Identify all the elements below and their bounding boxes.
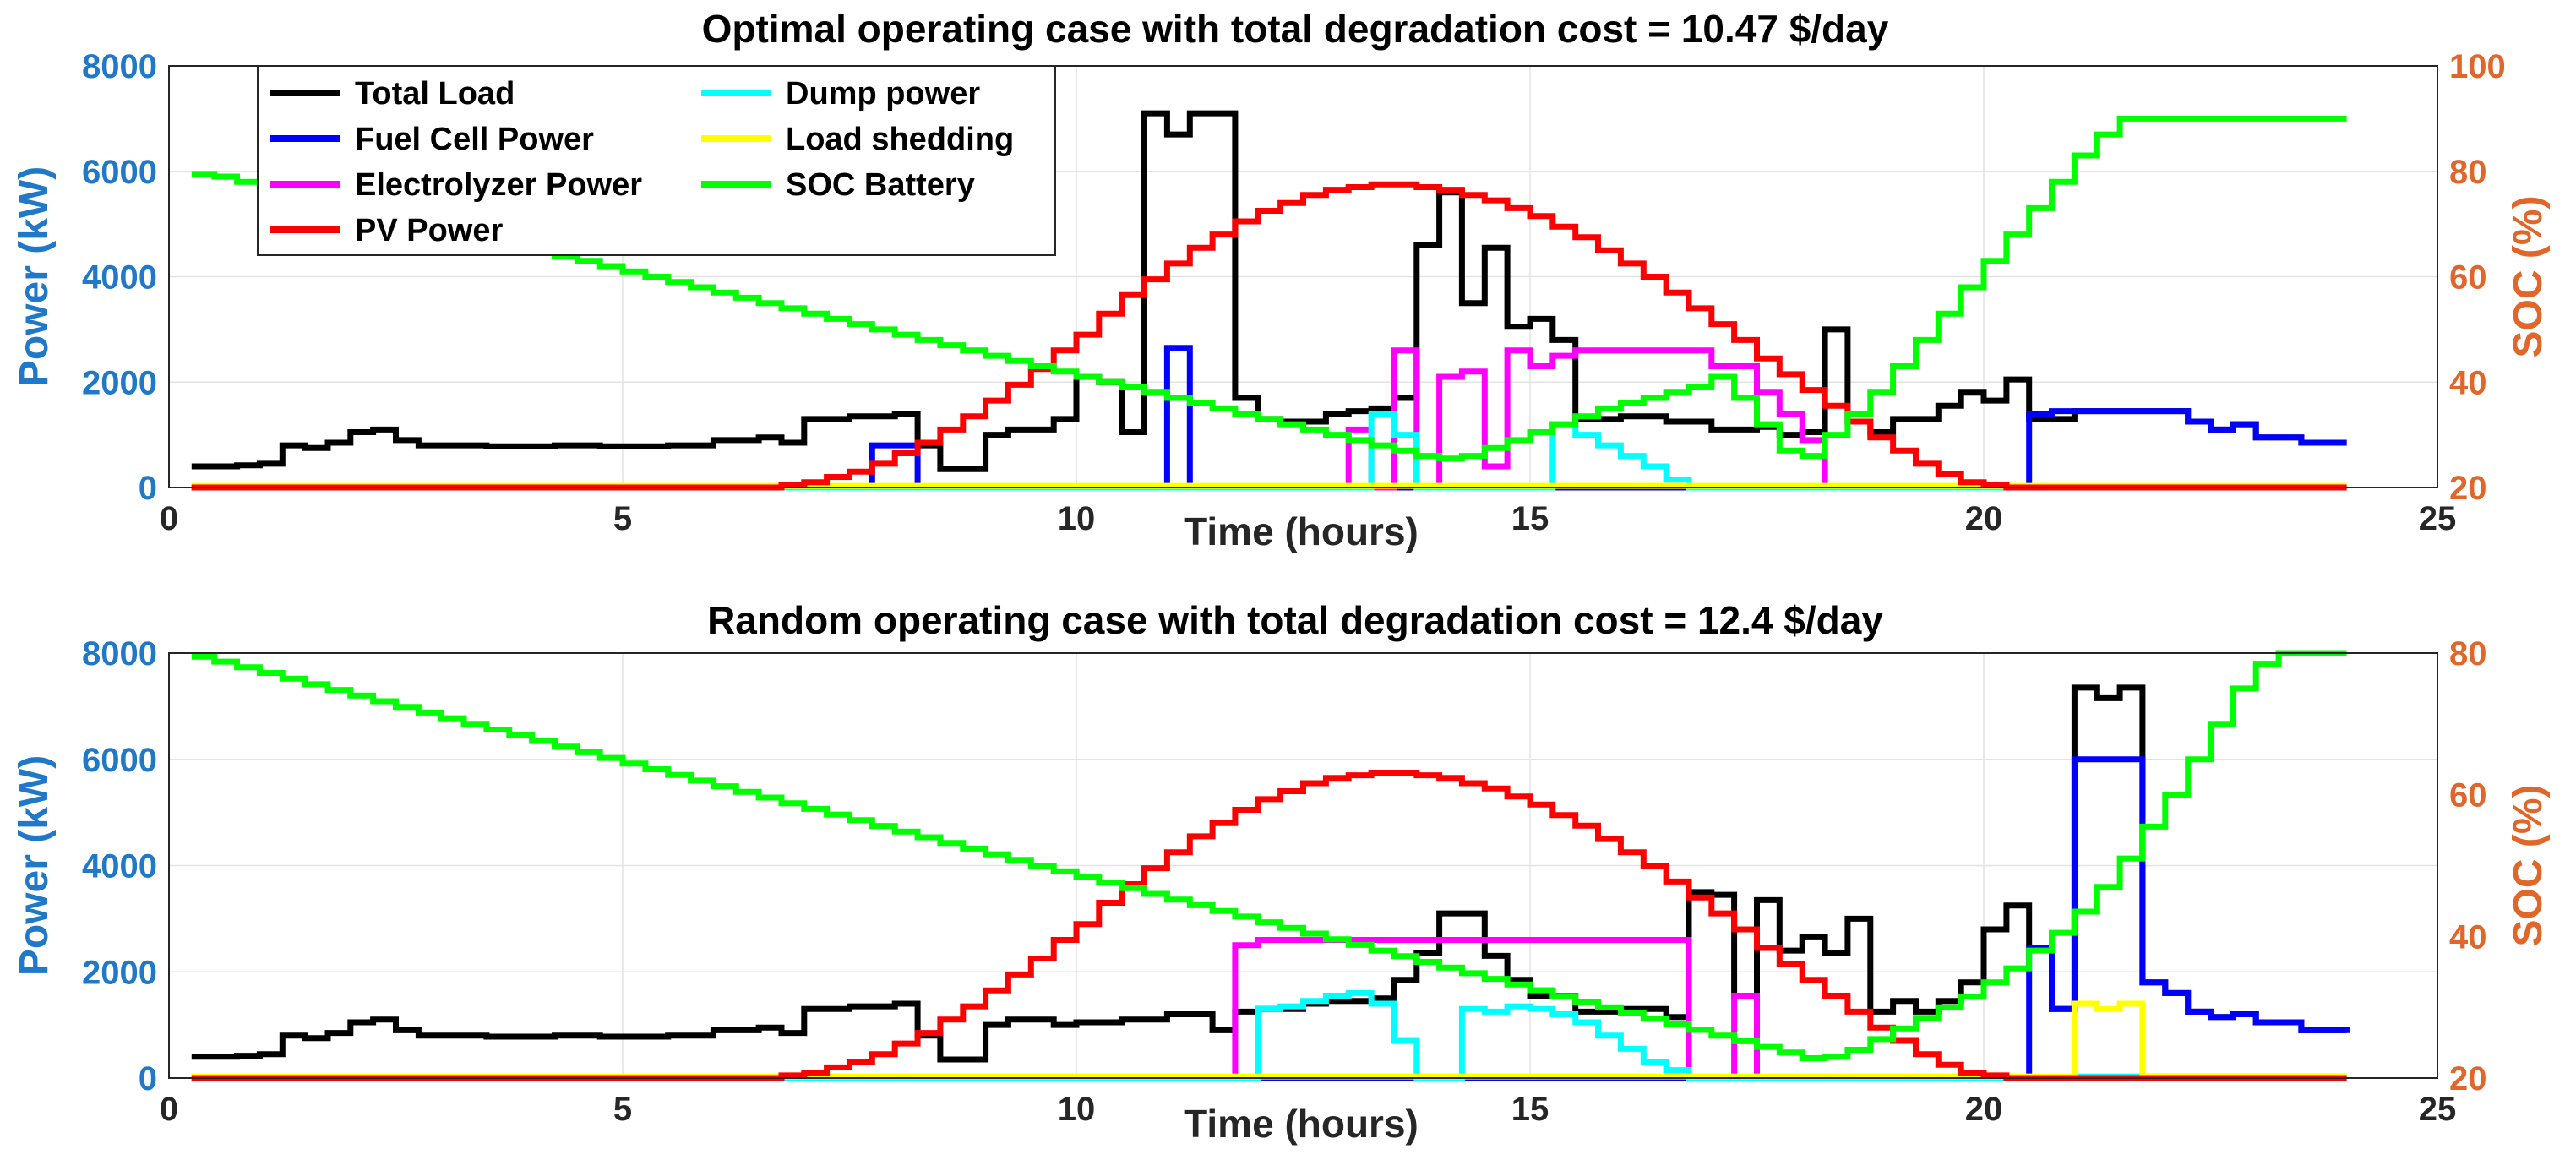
series-total-load (191, 110, 2347, 472)
plot-frame (168, 652, 2438, 1079)
x-tick-label: 25 (2419, 1091, 2457, 1128)
legend-label-soc-battery: SOC Battery (786, 167, 975, 203)
y-axis-label-right: SOC (%) (2506, 785, 2551, 947)
chart-title: Optimal operating case with total degrad… (702, 7, 1889, 51)
y-tick-label-right: 40 (2449, 364, 2487, 401)
chart-optimal-case: Optimal operating case with total degrad… (12, 7, 2551, 553)
x-tick-label: 15 (1511, 1091, 1549, 1128)
legend-label-pv-power: PV Power (355, 213, 503, 248)
x-tick-label: 5 (613, 1091, 632, 1128)
y-tick-label-right: 80 (2449, 154, 2487, 191)
y-tick-label-right: 60 (2449, 259, 2487, 297)
series-total-load (191, 684, 2350, 1063)
legend-box (257, 65, 1056, 256)
legend-label-load-shedding: Load shedding (786, 122, 1014, 157)
x-tick-label: 20 (1965, 1091, 2003, 1128)
chart-title: Random operating case with total degrada… (707, 598, 1883, 642)
x-axis-label: Time (hours) (1184, 509, 1419, 553)
y-axis-label-right: SOC (%) (2506, 196, 2551, 358)
legend-label-total-load: Total Load (355, 76, 515, 112)
y-tick-label-left: 6000 (82, 154, 157, 191)
y-tick-label-left: 2000 (82, 364, 157, 401)
x-tick-label: 5 (613, 500, 632, 537)
x-tick-label: 20 (1965, 500, 2003, 537)
series-dump-power (191, 989, 2347, 1081)
x-tick-label: 0 (160, 500, 178, 537)
y-axis-label-left: Power (kW) (12, 166, 57, 387)
legend-label-dump-power: Dump power (786, 76, 980, 112)
y-tick-label-left: 8000 (82, 635, 157, 673)
series-soc-battery (191, 650, 2347, 1061)
y-tick-label-right: 60 (2449, 777, 2487, 814)
series-fuel-cell-power (191, 756, 2350, 1081)
y-axis-label-left: Power (kW) (12, 755, 57, 976)
series-load-shedding (191, 1000, 2347, 1080)
x-tick-label: 25 (2419, 500, 2457, 537)
legend-label-electrolyzer-power: Electrolyzer Power (355, 167, 642, 203)
series-pv-power (191, 770, 2347, 1081)
y-tick-label-left: 0 (139, 470, 157, 507)
y-tick-label-right: 40 (2449, 918, 2487, 956)
series-dump-power (191, 411, 2347, 491)
plot-frame (168, 65, 2438, 488)
grid (169, 653, 2437, 1078)
y-tick-label-right: 20 (2449, 1060, 2487, 1097)
y-tick-label-right: 100 (2449, 48, 2506, 85)
x-tick-label: 10 (1058, 500, 1096, 537)
x-axis-label: Time (hours) (1184, 1102, 1419, 1146)
y-tick-label-right: 80 (2449, 635, 2487, 673)
y-tick-label-right: 20 (2449, 470, 2487, 507)
series-electrolyzer-power (191, 937, 2347, 1081)
x-tick-label: 10 (1058, 1091, 1096, 1128)
x-tick-label: 15 (1511, 500, 1549, 537)
series-pv-power (191, 181, 2347, 491)
y-tick-label-left: 4000 (82, 848, 157, 885)
y-tick-label-left: 6000 (82, 742, 157, 779)
chart-random-case: Random operating case with total degrada… (12, 598, 2551, 1146)
legend-label-fuel-cell-power: Fuel Cell Power (355, 122, 594, 157)
legend: Total Load Dump power Fuel Cell Power Load … (257, 65, 1056, 256)
x-tick-label: 0 (160, 1091, 178, 1128)
y-tick-label-left: 4000 (82, 259, 157, 297)
y-tick-label-left: 2000 (82, 954, 157, 991)
series-layer (191, 650, 2350, 1081)
y-tick-label-left: 0 (139, 1060, 157, 1097)
y-tick-label-left: 8000 (82, 48, 157, 85)
